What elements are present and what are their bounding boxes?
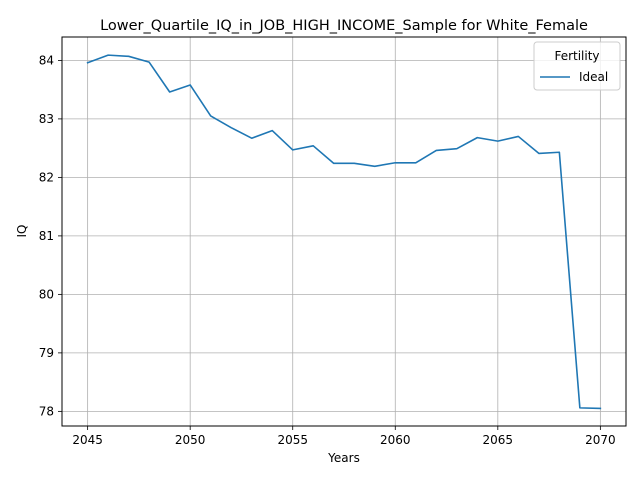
- series-line-ideal: [86, 54, 602, 410]
- x-tick-label: 2055: [277, 433, 308, 447]
- x-axis-ticks: 2045 2050 2055 2060 2065 2070: [72, 426, 616, 447]
- chart-title: Lower_Quartile_IQ_in_JOB_HIGH_INCOME_Sam…: [100, 18, 588, 34]
- y-tick-label: 78: [39, 404, 54, 418]
- x-tick-label: 2060: [380, 433, 411, 447]
- y-tick-label: 80: [39, 287, 54, 301]
- x-tick-label: 2070: [585, 433, 616, 447]
- y-tick-label: 81: [39, 229, 54, 243]
- series-layer: [86, 54, 602, 410]
- y-axis-ticks: 78 79 80 81 82 83 84: [39, 53, 62, 418]
- legend-title: Fertility: [554, 49, 599, 63]
- grid-lines: [62, 37, 626, 426]
- x-axis-label: Years: [327, 451, 360, 465]
- y-tick-label: 84: [39, 53, 54, 67]
- x-tick-label: 2045: [72, 433, 103, 447]
- legend: Fertility Ideal: [533, 41, 621, 91]
- x-tick-label: 2050: [175, 433, 206, 447]
- y-tick-label: 79: [39, 346, 54, 360]
- y-axis-label: IQ: [15, 225, 29, 238]
- y-tick-label: 82: [39, 170, 54, 184]
- y-tick-label: 83: [39, 112, 54, 126]
- legend-box: [533, 41, 621, 91]
- legend-label-ideal: Ideal: [579, 70, 608, 84]
- x-tick-label: 2065: [483, 433, 514, 447]
- plot-frame: [61, 36, 627, 427]
